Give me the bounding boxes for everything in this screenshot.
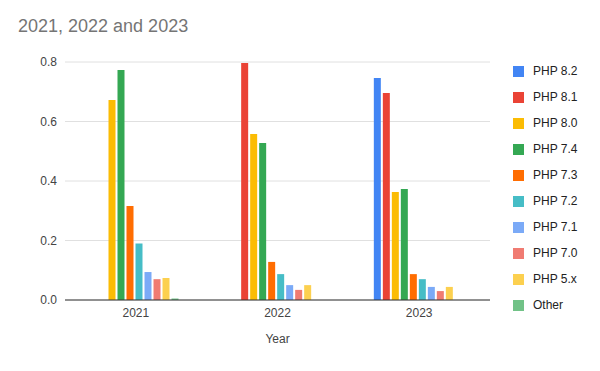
- html-text:PHP 8.0: PHP 8.0: [533, 116, 578, 130]
- svg-text:Year: Year: [265, 332, 289, 346]
- html-text:PHP 8.1: PHP 8.1: [533, 90, 578, 104]
- svg-text:2022: 2022: [264, 306, 291, 320]
- html-text:PHP 7.1: PHP 7.1: [533, 220, 578, 234]
- html-text:PHP 7.0: PHP 7.0: [533, 246, 578, 260]
- svg-text:0.0: 0.0: [40, 293, 57, 307]
- svg-text:2023: 2023: [406, 306, 433, 320]
- svg-text:0.2: 0.2: [40, 234, 57, 248]
- html-text:PHP 7.2: PHP 7.2: [533, 194, 578, 208]
- html-text:PHP 7.4: PHP 7.4: [533, 142, 578, 156]
- svg-text:2021: 2021: [122, 306, 149, 320]
- html-text:Other: Other: [533, 298, 563, 312]
- html-text:PHP 8.2: PHP 8.2: [533, 64, 578, 78]
- html-text:2021, 2022 and 2023: 2021, 2022 and 2023: [18, 16, 189, 36]
- html-text:PHP 7.3: PHP 7.3: [533, 168, 578, 182]
- svg-text:0.6: 0.6: [40, 115, 57, 129]
- svg-text:0.4: 0.4: [40, 174, 57, 188]
- html-text:PHP 5.x: PHP 5.x: [533, 272, 577, 286]
- svg-text:0.8: 0.8: [40, 55, 57, 69]
